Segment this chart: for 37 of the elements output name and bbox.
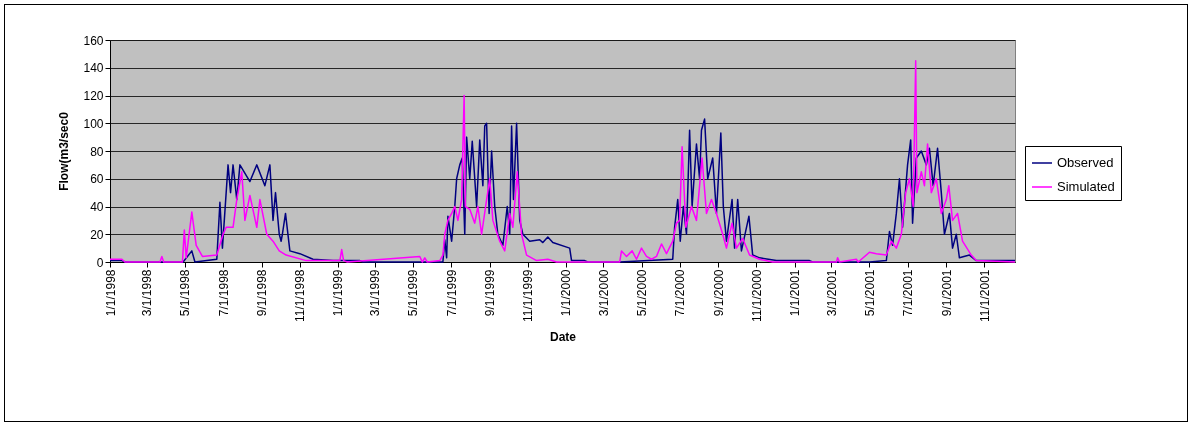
x-tick-label: 9/1/1999 [483,269,498,317]
x-tick-label: 9/1/1998 [255,269,270,317]
x-tick-label: 11/1/2001 [977,269,992,322]
x-tick-label: 9/1/2001 [939,269,954,317]
x-tick-label: 1/1/2000 [559,269,574,317]
y-tick-label: 140 [83,61,104,76]
x-tick-label: 11/1/1999 [521,269,536,322]
x-tick-label: 3/1/1999 [368,269,383,317]
x-tick-label: 7/1/2000 [673,269,688,317]
x-tick-label: 3/1/2001 [824,269,839,317]
y-tick-label: 80 [90,144,104,159]
y-tick-label: 20 [90,227,104,242]
x-tick-label: 11/1/2000 [749,269,764,322]
y-tick-label: 160 [83,33,104,48]
y-tick-label: 120 [83,89,104,103]
x-tick-label: 7/1/1999 [444,269,459,317]
x-tick-label: 5/1/2001 [862,269,877,317]
x-tick-label: 5/1/1999 [406,269,421,317]
legend-label: Observed [1057,155,1114,170]
y-axis-title: Flow(m3/sec0 [57,111,72,191]
x-tick-label: 9/1/2000 [711,269,726,317]
x-tick-label: 3/1/2000 [596,269,611,317]
x-tick-label: 11/1/1998 [293,269,308,322]
y-tick-label: 0 [96,255,104,270]
x-tick-label: 5/1/1998 [178,269,193,317]
x-tick-label: 1/1/1999 [331,269,346,317]
x-tick-label: 1/1/2001 [788,269,803,317]
x-tick-label: 7/1/2001 [901,269,916,317]
y-tick-label: 100 [83,116,104,131]
x-tick-label: 7/1/1998 [216,269,231,317]
x-tick-label: 1/1/1998 [103,269,118,317]
y-tick-label: 40 [90,200,104,214]
y-tick-label: 60 [90,172,104,187]
x-tick-label: 5/1/2000 [635,269,650,317]
legend-label: Simulated [1057,179,1115,194]
x-tick-label: 3/1/1998 [140,269,155,317]
x-axis-title: Date [549,329,577,344]
